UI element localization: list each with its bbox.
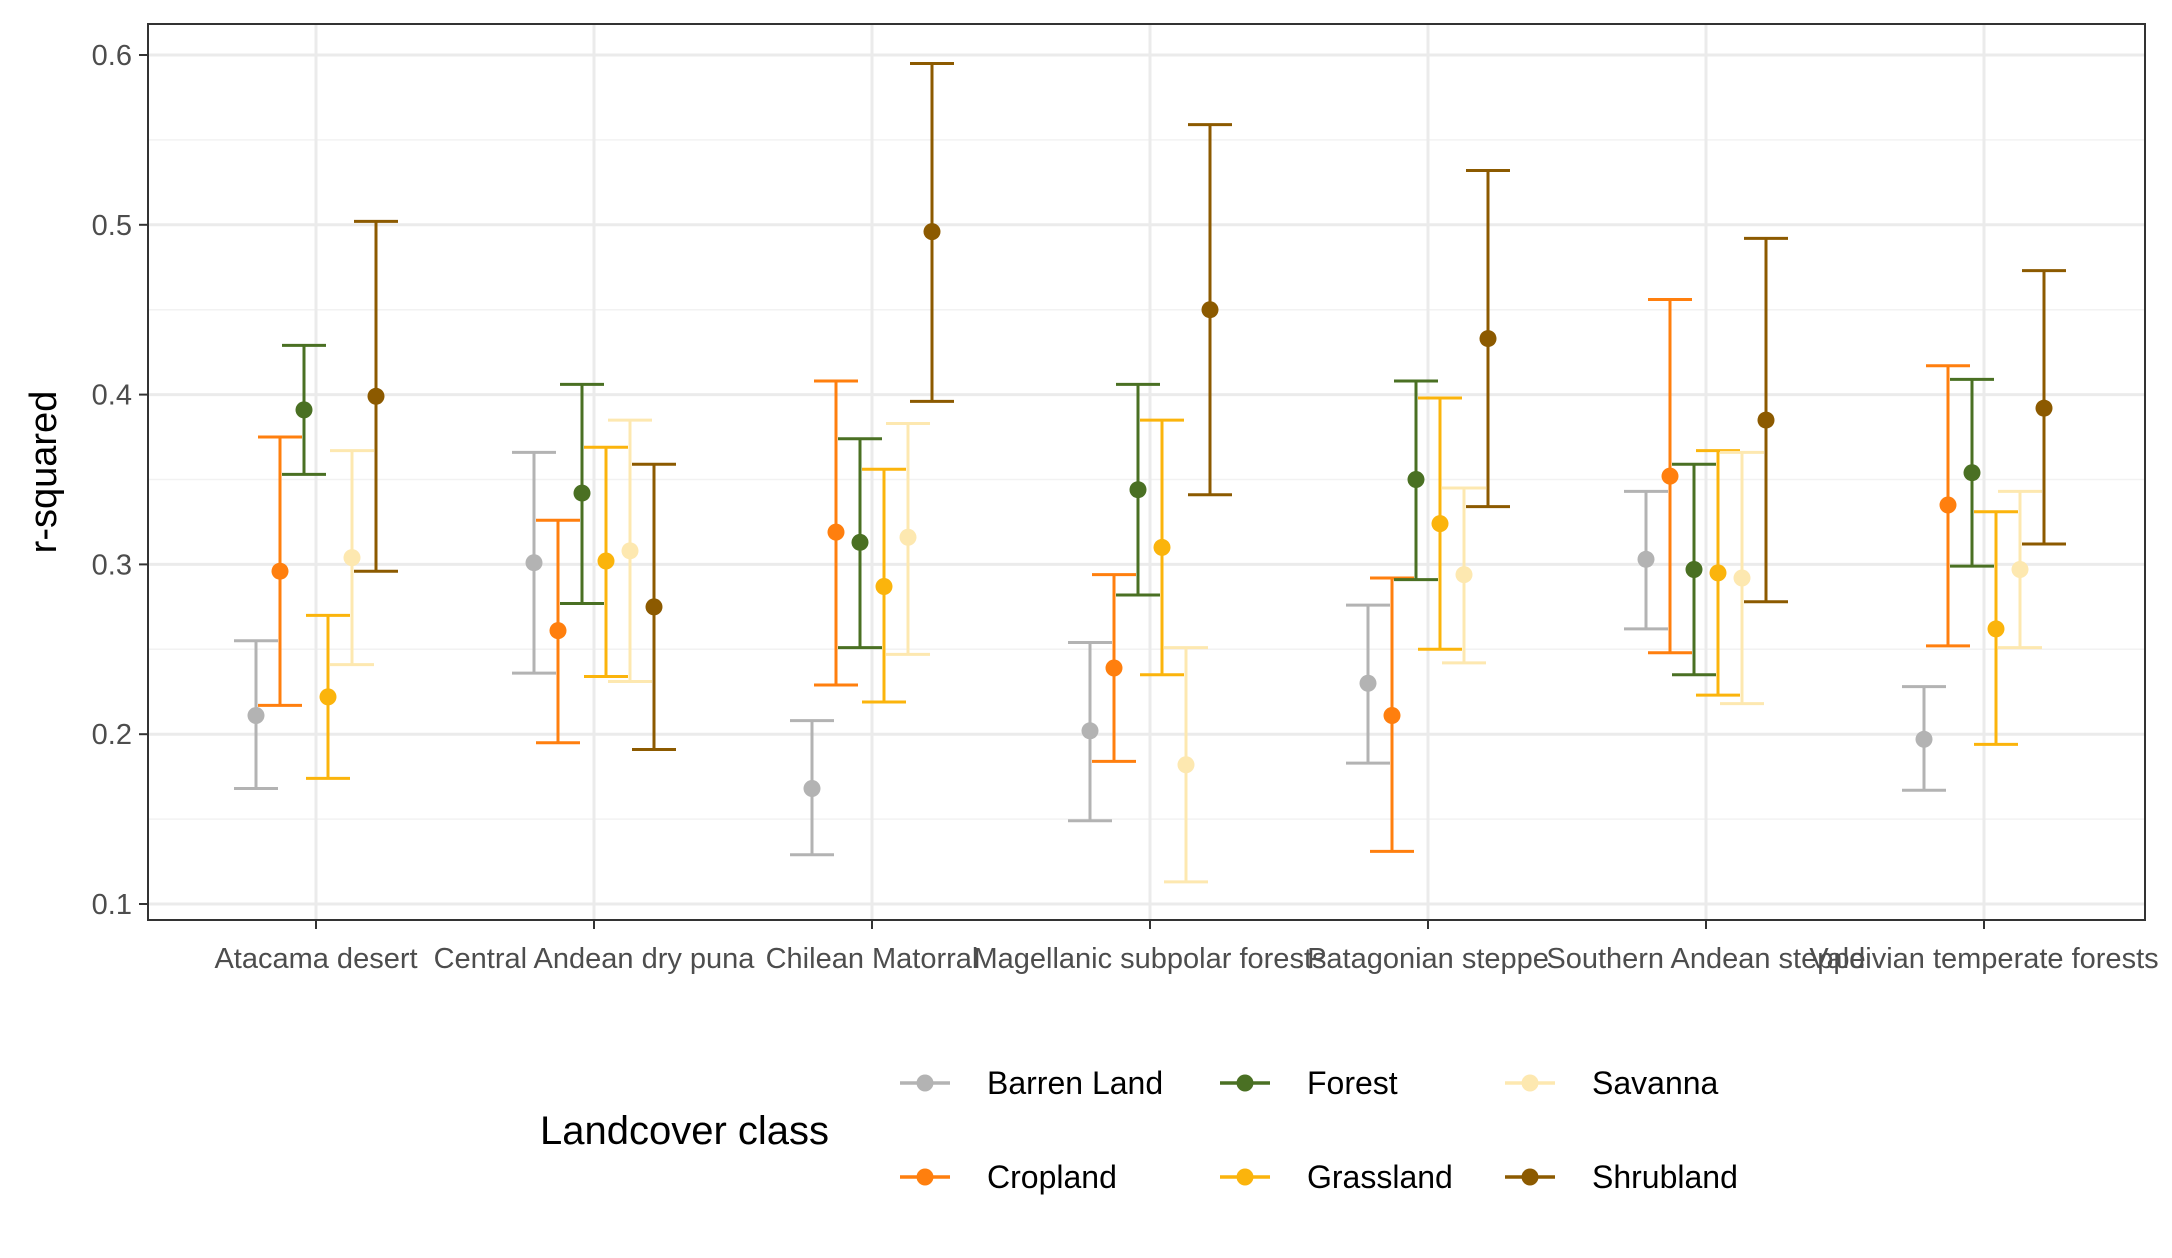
x-tick-label: Chilean Matorral <box>766 943 979 975</box>
legend-label: Grassland <box>1307 1159 1453 1195</box>
legend-item: Forest <box>1220 1065 1398 1101</box>
data-point <box>827 523 845 541</box>
data-point <box>1407 471 1425 488</box>
legend-key-point <box>916 1168 934 1186</box>
grid <box>148 24 2145 920</box>
legend-key-point <box>1521 1074 1539 1092</box>
data-point <box>923 223 941 241</box>
data-point <box>851 533 869 551</box>
legend-item: Grassland <box>1220 1159 1453 1195</box>
x-tick-label: Magellanic subpolar forests <box>973 943 1326 975</box>
y-tick-label: 0.3 <box>92 549 132 581</box>
series-group <box>354 61 2066 751</box>
data-point <box>2011 560 2029 578</box>
data-point <box>1661 467 1679 485</box>
data-point <box>803 780 821 798</box>
series-group <box>234 450 1946 857</box>
data-point <box>525 554 543 572</box>
data-point <box>1709 564 1727 582</box>
plot-border <box>147 23 2146 921</box>
x-tick-label: Patagonian steppe <box>1307 943 1549 975</box>
data-point <box>1153 538 1171 556</box>
legend-item: Shrubland <box>1505 1159 1738 1195</box>
y-tick-label: 0.5 <box>92 210 132 242</box>
data-point <box>1479 330 1497 348</box>
legend-label: Shrubland <box>1592 1159 1738 1195</box>
legend-key-point <box>916 1074 934 1092</box>
data-point <box>621 542 639 560</box>
legend: Landcover class Barren Land Cropland Fores… <box>540 1065 1738 1195</box>
data-point <box>1939 496 1957 514</box>
data-point <box>645 598 663 616</box>
data-point <box>1105 659 1123 677</box>
x-tick-label: Atacama desert <box>214 943 417 975</box>
x-tick-label: Valdivian temperate forests <box>1809 943 2158 975</box>
legend-title: Landcover class <box>540 1109 829 1153</box>
x-tick-label: Central Andean dry puna <box>434 943 756 975</box>
data-point <box>1987 620 2005 638</box>
y-tick-label: 0.6 <box>92 40 132 72</box>
data-point <box>1455 566 1473 584</box>
y-axis: 0.1 0.2 0.3 0.4 0.5 0.6 <box>92 40 148 921</box>
data-point <box>1129 481 1147 499</box>
legend-key-point <box>1236 1074 1254 1092</box>
legend-label: Forest <box>1307 1065 1398 1101</box>
data-point <box>319 688 337 706</box>
series-group <box>258 298 1970 853</box>
data-point <box>1359 674 1377 692</box>
y-tick-label: 0.1 <box>92 889 132 921</box>
data-point <box>295 401 313 419</box>
chart-marks <box>234 61 2066 884</box>
data-point <box>367 387 385 405</box>
data-point <box>1431 515 1449 533</box>
legend-key-point <box>1236 1168 1254 1186</box>
legend-label: Cropland <box>987 1159 1117 1195</box>
legend-label: Barren Land <box>987 1065 1163 1101</box>
data-point <box>247 707 265 725</box>
data-point <box>1757 411 1775 429</box>
data-point <box>1081 722 1099 740</box>
data-point <box>2035 399 2053 417</box>
plot-background <box>148 24 2145 920</box>
y-tick-label: 0.2 <box>92 719 132 751</box>
x-tick-label: Southern Andean steppe <box>1546 943 1865 975</box>
data-point <box>573 484 591 502</box>
data-point <box>1963 464 1981 482</box>
data-point <box>343 549 361 567</box>
data-point <box>1915 730 1933 748</box>
legend-item: Savanna <box>1505 1065 1719 1101</box>
series-group <box>330 418 2042 884</box>
y-tick-label: 0.4 <box>92 380 132 412</box>
data-point <box>597 552 615 570</box>
series-group <box>282 343 1994 677</box>
series-group <box>306 396 2018 780</box>
data-point <box>1177 756 1195 774</box>
data-point <box>1383 707 1401 725</box>
data-point <box>271 562 289 580</box>
data-point <box>1685 560 1703 578</box>
legend-item: Barren Land <box>900 1065 1163 1101</box>
data-point <box>875 577 893 595</box>
legend-label: Savanna <box>1592 1065 1719 1101</box>
data-point <box>899 528 917 546</box>
data-point <box>1733 569 1751 587</box>
y-axis-title: r-squared <box>23 391 65 554</box>
data-point <box>1637 550 1655 568</box>
data-point <box>549 622 567 640</box>
legend-item: Cropland <box>900 1159 1117 1195</box>
legend-key-point <box>1521 1168 1539 1186</box>
x-axis: Atacama desert Central Andean dry puna Chi… <box>214 920 2159 975</box>
data-point <box>1201 301 1219 319</box>
